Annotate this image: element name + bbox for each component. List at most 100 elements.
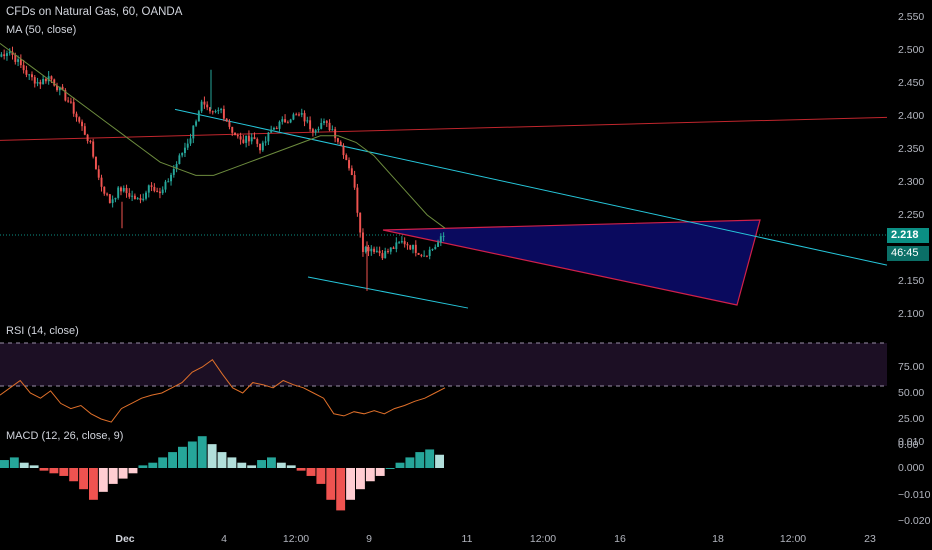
- candle-body: [378, 250, 381, 254]
- candle-body: [11, 51, 14, 55]
- candle-body: [306, 120, 309, 122]
- candle-body: [289, 119, 292, 123]
- rsi-line: [0, 358, 446, 423]
- candle-body: [345, 155, 348, 161]
- macd-bar: [178, 446, 187, 468]
- macd-indicator-label[interactable]: MACD (12, 26, close, 9): [6, 430, 124, 442]
- candle-body: [92, 141, 95, 157]
- macd-bar: [296, 468, 306, 471]
- channel-upper-trendline: [174, 108, 888, 266]
- candle-body: [403, 241, 406, 245]
- time-axis-label: 12:00: [529, 533, 557, 545]
- macd-bar: [365, 468, 375, 482]
- macd-bar: [267, 457, 276, 468]
- candle-body: [434, 246, 437, 250]
- candle-body: [381, 253, 384, 259]
- candle-body: [78, 117, 81, 122]
- macd-bar: [108, 468, 118, 484]
- chart-title: CFDs on Natural Gas, 60, OANDA: [6, 6, 183, 18]
- candle-body: [150, 185, 153, 187]
- candle-body: [350, 168, 353, 176]
- candle-body: [211, 111, 214, 113]
- candle-body: [303, 113, 306, 122]
- candle-body: [270, 129, 273, 133]
- macd-bar: [0, 460, 9, 468]
- candle-body: [331, 129, 334, 131]
- candle-body: [192, 125, 195, 139]
- candle-body: [133, 195, 136, 200]
- macd-bar: [336, 468, 346, 511]
- candle-body: [158, 191, 161, 194]
- candle-body: [236, 134, 239, 137]
- candle-body: [417, 252, 420, 255]
- candle-body: [375, 250, 378, 252]
- price-axis-label: 2.450: [898, 77, 925, 89]
- candle-body: [64, 90, 67, 101]
- macd-axis-label: −0.010: [898, 488, 931, 501]
- macd-bar: [197, 436, 207, 468]
- candle-body: [323, 121, 325, 123]
- candle-body: [334, 129, 337, 139]
- candle-body: [206, 104, 209, 108]
- macd-axis-label: 0.010: [898, 435, 925, 448]
- bar-countdown-tag: 46:45: [887, 246, 929, 261]
- macd-bar: [39, 468, 49, 471]
- candle-body: [39, 82, 42, 85]
- macd-bar: [49, 468, 59, 474]
- candle-body: [139, 198, 142, 201]
- candle-body: [28, 74, 31, 76]
- price-axis-label: 2.550: [898, 11, 925, 23]
- candle-body: [320, 122, 323, 129]
- time-axis-label: 4: [221, 533, 227, 545]
- candle-body: [19, 59, 22, 66]
- macd-bar: [247, 465, 257, 468]
- candle-body: [398, 242, 401, 244]
- candle-body: [367, 247, 370, 252]
- candle-body: [281, 119, 284, 122]
- macd-bar: [227, 457, 237, 468]
- macd-bar: [89, 468, 98, 500]
- candle-body: [439, 236, 442, 243]
- ma-indicator-label[interactable]: MA (50, close): [6, 24, 77, 36]
- candle-body: [361, 232, 364, 252]
- ma-line: [0, 42, 446, 229]
- candle-body: [22, 65, 25, 71]
- macd-bar: [316, 468, 326, 484]
- candle-body: [395, 242, 398, 249]
- candle-body: [145, 192, 147, 199]
- candle-body: [5, 53, 8, 57]
- candle-body: [156, 190, 159, 192]
- candle-body: [437, 242, 440, 247]
- candle-body: [67, 100, 70, 102]
- candle-body: [195, 121, 198, 126]
- macd-bar: [217, 452, 227, 468]
- candle-body: [167, 181, 170, 183]
- candle-body: [75, 113, 78, 118]
- candle-body: [309, 120, 312, 130]
- candle-body: [164, 181, 167, 190]
- candle-body: [245, 135, 248, 143]
- candle-body: [259, 143, 262, 151]
- candle-body: [384, 251, 387, 259]
- candle-body: [247, 135, 250, 142]
- macd-bar: [79, 468, 88, 490]
- candle-body: [53, 79, 56, 86]
- candle-body: [356, 187, 359, 213]
- candle-body: [339, 141, 342, 146]
- rsi-indicator-label[interactable]: RSI (14, close): [6, 325, 79, 337]
- candle-body: [406, 244, 409, 246]
- price-axis-label: 2.100: [898, 308, 925, 320]
- candle-body: [311, 129, 314, 133]
- candle-body: [58, 86, 61, 91]
- candle-body: [217, 110, 220, 112]
- candle-body: [387, 251, 389, 253]
- macd-bar: [306, 468, 316, 476]
- candle-body: [414, 244, 417, 253]
- rsi-axis-label: 75.00: [898, 361, 925, 373]
- macd-bar: [9, 457, 19, 468]
- candle-body: [231, 126, 234, 133]
- candle-body: [100, 177, 103, 187]
- macd-axis-label: 0.000: [898, 462, 925, 474]
- candle-body: [94, 156, 97, 170]
